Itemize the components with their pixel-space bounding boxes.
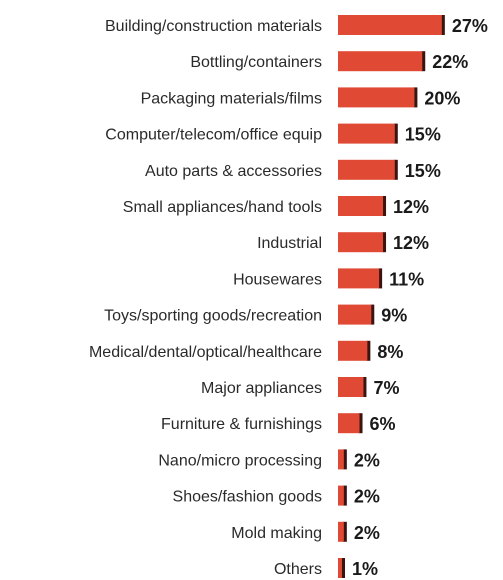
bar [338,340,368,361]
category-label: Packaging materials/films [141,90,322,107]
bar-edge [413,87,418,108]
value-label: 7% [373,378,399,398]
value-label: 9% [381,306,407,326]
bar-edge [342,521,347,542]
bar-edge [366,340,371,361]
bar [338,268,380,289]
value-label: 15% [405,161,441,181]
category-label: Housewares [233,271,322,288]
bar [338,304,372,325]
bar-edge [393,123,398,144]
bar [338,521,344,542]
value-label: 6% [370,414,396,434]
value-label: 11% [389,269,424,289]
value-label: 2% [354,450,380,470]
bar [338,232,384,253]
bar [338,196,384,216]
category-label: Others [274,561,322,578]
value-label: 20% [424,88,460,108]
category-label: Auto parts & accessories [145,163,322,180]
value-label: 27% [452,16,488,36]
value-label: 12% [393,197,429,217]
bar [338,87,415,108]
bar-edge [370,304,375,325]
bar-edge [358,413,363,434]
bar [338,377,364,397]
value-label: 2% [354,487,380,507]
value-label: 12% [393,233,429,253]
category-label: Major appliances [201,380,322,397]
bar-edge [421,51,426,72]
bar-edge [378,268,383,289]
bar-edge [382,196,387,216]
category-label: Medical/dental/optical/healthcare [89,344,322,361]
bar [338,485,344,506]
bar-edge [393,159,398,180]
labels-layer: Building/construction materials 27% Bottli… [89,16,488,579]
bar [338,123,395,144]
bar [338,558,342,578]
category-label: Computer/telecom/office equip [105,127,322,144]
value-label: 8% [377,342,403,362]
value-label: 2% [354,523,380,543]
category-label: Bottling/containers [190,54,322,71]
bar [338,15,442,35]
category-label: Shoes/fashion goods [173,489,322,506]
category-label: Mold making [231,525,322,542]
bar-edge [341,558,345,578]
category-label: Small appliances/hand tools [123,199,322,216]
value-label: 22% [432,52,468,72]
bar-edge [440,15,445,35]
bar [338,413,360,434]
bar-edge [362,377,367,397]
bars-layer [338,15,445,578]
category-label: Building/construction materials [105,18,322,35]
bar-edge [342,485,347,506]
bar [338,51,423,72]
bar [338,449,344,470]
bar [338,159,395,180]
category-label: Furniture & furnishings [161,416,322,433]
category-label: Toys/sporting goods/recreation [104,308,322,325]
value-label: 1% [352,559,378,579]
bar-edge [382,232,387,253]
category-label: Industrial [257,235,322,252]
value-label: 15% [405,125,441,145]
bar-edge [342,449,347,470]
category-label: Nano/micro processing [158,452,322,469]
